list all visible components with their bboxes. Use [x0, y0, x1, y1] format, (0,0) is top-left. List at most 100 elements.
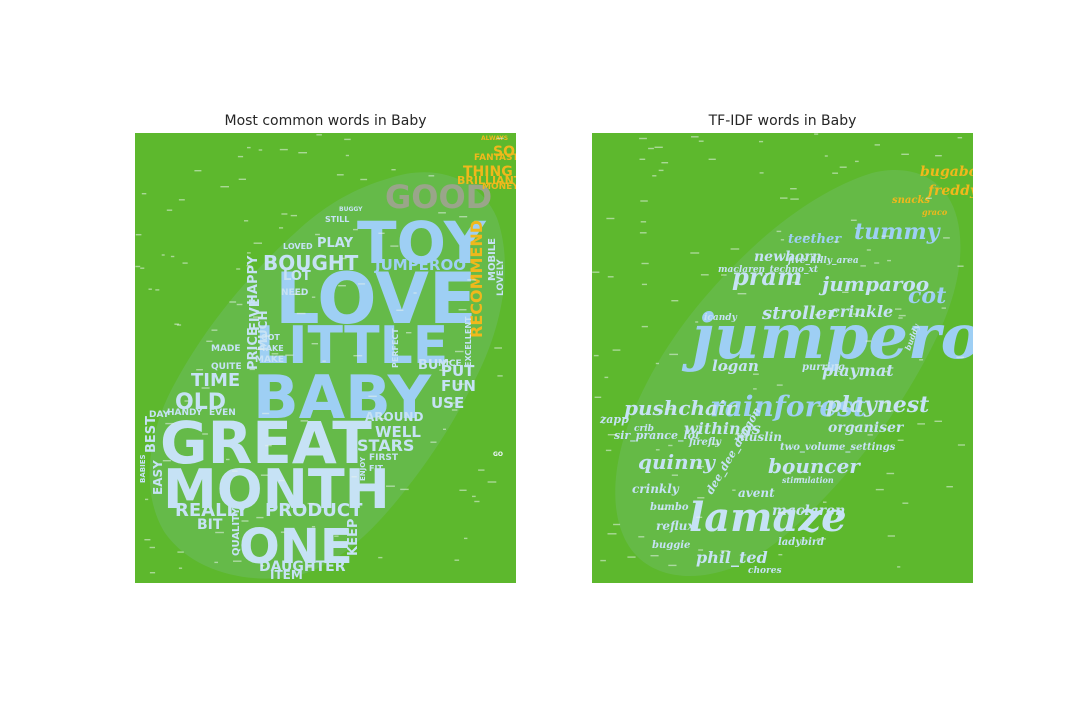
speckle	[669, 353, 678, 356]
speckle	[639, 232, 647, 234]
speckle	[592, 271, 600, 273]
left-word-bought: BOUGHT	[263, 251, 359, 275]
speckle	[884, 370, 888, 373]
speckle	[607, 276, 614, 278]
speckle	[265, 444, 272, 447]
right-word-bouncer: bouncer	[768, 454, 861, 478]
left-word-stars: STARS	[357, 436, 414, 455]
speckle	[720, 550, 730, 552]
speckle	[941, 307, 946, 309]
left-word-still: STILL	[325, 215, 349, 224]
speckle	[607, 434, 617, 436]
speckle	[149, 572, 156, 574]
speckle	[732, 489, 736, 491]
wordcloud-left-shape	[149, 172, 505, 579]
right-word-crinkly: crinkly	[632, 482, 680, 496]
left-word-jumperoo: JUMPEROO	[374, 256, 466, 274]
speckle	[935, 155, 942, 157]
speckle	[165, 422, 174, 425]
speckle	[858, 314, 864, 316]
speckle	[140, 267, 145, 269]
left-word-take: TAKE	[261, 344, 284, 353]
speckle	[253, 242, 262, 244]
wordcloud-left-background	[135, 133, 516, 583]
speckle	[229, 301, 237, 303]
speckle	[860, 265, 866, 267]
speckle	[451, 409, 458, 411]
speckle	[638, 536, 645, 538]
speckle	[454, 559, 460, 561]
speckle	[464, 537, 468, 540]
right-word-bumbo: bumbo	[650, 502, 689, 513]
speckle	[700, 274, 709, 276]
speckle	[734, 433, 739, 435]
right-word-chores: chores	[748, 566, 782, 576]
speckle	[214, 561, 218, 564]
speckle	[487, 481, 497, 483]
speckle	[711, 443, 720, 445]
right-word-cot: cot	[908, 283, 946, 309]
left-word-one: ONE	[239, 519, 353, 575]
speckle	[253, 316, 262, 318]
wordcloud-right-shape	[615, 170, 961, 576]
speckle	[824, 155, 828, 157]
speckle	[627, 556, 636, 558]
right-word-two-volume-settings: two_volume_settings	[780, 442, 896, 453]
speckle	[233, 560, 242, 562]
left-word-quite: QUITE	[211, 362, 242, 372]
speckle	[311, 343, 318, 345]
right-word-avent: avent	[738, 486, 775, 500]
speckle	[655, 362, 659, 365]
speckle	[378, 418, 385, 420]
speckle	[307, 502, 315, 505]
right-word-playmat: playmat	[822, 361, 894, 380]
left-word-son: SON	[493, 144, 516, 160]
right-word-lamaze: lamaze	[689, 494, 847, 541]
left-word-time: TIME	[191, 370, 240, 391]
speckle	[607, 533, 617, 535]
speckle	[661, 162, 669, 164]
speckle	[791, 281, 798, 284]
speckle	[695, 321, 699, 323]
speckle	[390, 245, 399, 247]
right-word-maclaren: maclaren	[772, 503, 845, 519]
speckle	[927, 291, 934, 293]
speckle	[472, 495, 476, 498]
speckle	[232, 470, 238, 472]
right-word-rainforest: rainforest	[710, 390, 866, 423]
speckle	[144, 539, 151, 541]
speckle	[852, 313, 858, 315]
left-word-much: MUCH	[256, 310, 270, 351]
right-word-sir-prance-lot: sir_prance_lot	[614, 429, 700, 443]
left-word-little: LITTLE	[255, 316, 448, 376]
speckle	[474, 500, 480, 503]
speckle	[866, 249, 871, 251]
right-word-playnest: playnest	[826, 392, 929, 418]
speckle	[246, 265, 250, 267]
speckle	[776, 230, 782, 233]
speckle	[902, 502, 909, 504]
left-word-lot: LOT	[283, 269, 311, 284]
left-word-good: GOOD	[385, 178, 492, 216]
speckle	[215, 531, 224, 534]
left-word-five: FIVE	[248, 298, 263, 331]
left-word-well: WELL	[375, 423, 421, 441]
left-word-loved: LOVED	[283, 242, 313, 251]
speckle	[759, 140, 764, 143]
speckle	[650, 555, 659, 557]
speckle	[145, 498, 149, 501]
speckle	[300, 420, 308, 422]
speckle	[298, 152, 307, 154]
speckle	[934, 420, 942, 422]
speckle	[315, 233, 320, 236]
speckle	[854, 426, 859, 428]
right-word-buggie: buggie	[652, 540, 690, 551]
speckle	[467, 279, 476, 281]
speckle	[721, 274, 727, 276]
speckle	[698, 549, 704, 551]
speckle	[260, 474, 269, 476]
speckle	[176, 324, 182, 326]
speckle	[161, 254, 165, 256]
wordcloud-left: LOVE GREAT BABY MONTH LITTLE TOY ONE GOOD BOUGHT…	[135, 133, 516, 583]
left-word-money: MONEY	[482, 182, 516, 192]
